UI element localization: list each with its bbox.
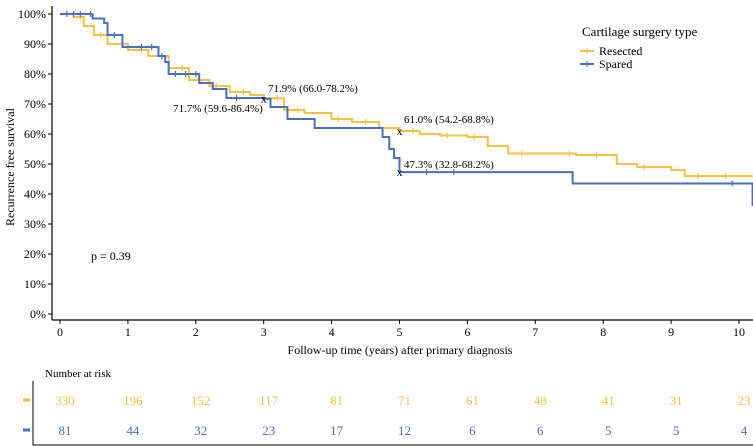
legend-title: Cartilage surgery type bbox=[582, 24, 698, 39]
risk-count: 330 bbox=[55, 393, 75, 408]
y-tick-label: 30% bbox=[24, 217, 46, 231]
risk-count: 48 bbox=[534, 393, 547, 408]
x-tick-label: 7 bbox=[532, 325, 538, 339]
x-tick-label: 5 bbox=[397, 325, 403, 339]
y-axis-label: Recurrence free survival bbox=[3, 107, 17, 226]
y-tick-label: 40% bbox=[24, 187, 46, 201]
annotation: 47.3% (32.8-68.2%) bbox=[404, 159, 494, 171]
x-tick-label: 2 bbox=[193, 325, 199, 339]
risk-count: 41 bbox=[602, 393, 615, 408]
risk-count: 71 bbox=[398, 393, 411, 408]
y-tick-label: 60% bbox=[24, 127, 46, 141]
legend-label: Spared bbox=[599, 57, 632, 71]
risk-count: 61 bbox=[466, 393, 479, 408]
risk-count: 117 bbox=[259, 393, 279, 408]
km-curve-spared bbox=[60, 13, 753, 206]
y-tick-label: 100% bbox=[18, 7, 46, 21]
point-marker: x bbox=[261, 91, 267, 105]
x-tick-label: 9 bbox=[668, 325, 674, 339]
risk-count: 5 bbox=[605, 423, 612, 438]
y-tick-label: 10% bbox=[24, 277, 46, 291]
p-value: p = 0.39 bbox=[91, 249, 131, 263]
y-tick-label: 80% bbox=[24, 67, 46, 81]
risk-count: 152 bbox=[191, 393, 211, 408]
x-axis-label: Follow-up time (years) after primary dia… bbox=[288, 343, 513, 357]
x-tick-label: 8 bbox=[600, 325, 606, 339]
annotation: 71.9% (66.0-78.2%) bbox=[268, 83, 358, 95]
risk-count: 4 bbox=[741, 423, 748, 438]
y-tick-label: 90% bbox=[24, 37, 46, 51]
risk-count: 23 bbox=[262, 423, 275, 438]
y-tick-label: 20% bbox=[24, 247, 46, 261]
legend-label: Resected bbox=[599, 44, 642, 58]
x-tick-label: 6 bbox=[464, 325, 470, 339]
risk-count: 6 bbox=[537, 423, 544, 438]
risk-count: 81 bbox=[330, 393, 343, 408]
risk-count: 23 bbox=[738, 393, 751, 408]
risk-count: 81 bbox=[59, 423, 72, 438]
y-tick-label: 70% bbox=[24, 97, 46, 111]
annotation: 71.7% (59.6-86.4%) bbox=[173, 103, 263, 115]
x-tick-label: 4 bbox=[329, 325, 335, 339]
risk-table-title: Number at risk bbox=[45, 368, 111, 380]
x-tick-label: 10 bbox=[733, 325, 745, 339]
risk-count: 196 bbox=[123, 393, 143, 408]
x-tick-label: 0 bbox=[57, 325, 63, 339]
y-tick-label: 0% bbox=[30, 307, 46, 321]
risk-count: 17 bbox=[330, 423, 344, 438]
risk-count: 5 bbox=[673, 423, 680, 438]
point-marker: x bbox=[397, 124, 403, 138]
risk-count: 6 bbox=[469, 423, 476, 438]
x-tick-label: 1 bbox=[125, 325, 131, 339]
point-marker: x bbox=[397, 165, 403, 179]
annotation: 61.0% (54.2-68.8%) bbox=[404, 114, 494, 126]
y-tick-label: 50% bbox=[24, 157, 46, 171]
risk-count: 31 bbox=[670, 393, 683, 408]
risk-count: 12 bbox=[398, 423, 411, 438]
risk-count: 44 bbox=[126, 423, 140, 438]
risk-count: 32 bbox=[194, 423, 207, 438]
x-tick-label: 3 bbox=[261, 325, 267, 339]
